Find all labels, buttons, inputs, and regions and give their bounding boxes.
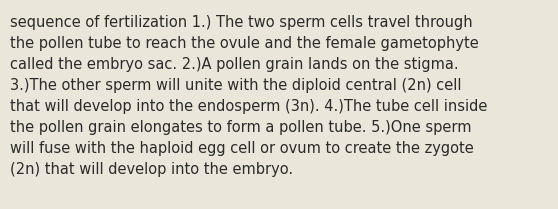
Text: sequence of fertilization 1.) The two sperm cells travel through
the pollen tube: sequence of fertilization 1.) The two sp… xyxy=(10,15,488,177)
